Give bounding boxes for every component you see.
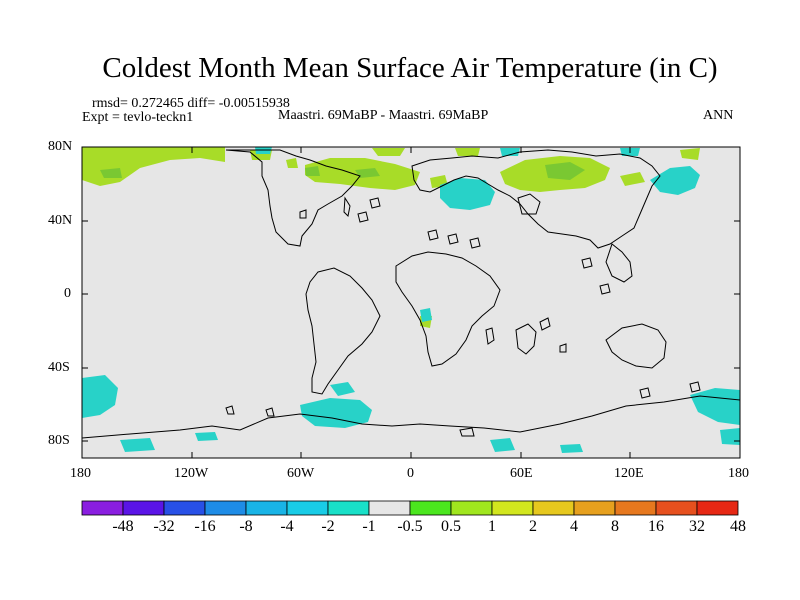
lat-tick-label: 0 <box>64 286 71 301</box>
colorbar-swatch <box>286 500 329 516</box>
colorbar-label: 48 <box>730 518 746 535</box>
cool-anomaly-regions <box>82 147 740 453</box>
colorbar-label: -0.5 <box>397 518 423 535</box>
lat-tick-label: 40N <box>48 213 73 228</box>
colorbar-swatch <box>163 500 206 516</box>
colorbar-label: -8 <box>239 518 253 535</box>
colorbar-swatch <box>655 500 698 516</box>
colorbar-label: 1 <box>488 518 496 535</box>
season-label: ANN <box>703 108 734 123</box>
colorbar-label: 4 <box>570 518 578 535</box>
colorbar-label: 0.5 <box>441 518 461 535</box>
lat-tick-label: 80S <box>48 433 70 448</box>
colorbar-swatch <box>532 500 575 516</box>
lon-tick-label: 180 <box>70 466 91 481</box>
colorbar-label: -16 <box>194 518 216 535</box>
lon-tick-label: 60W <box>287 466 315 481</box>
colorbar-label: 32 <box>689 518 705 535</box>
rmsd-diff-stats: rmsd= 0.272465 diff= -0.00515938 <box>92 96 290 111</box>
colorbar-label: -1 <box>362 518 376 535</box>
lat-tick-label: 80N <box>48 139 73 154</box>
continent-outlines <box>82 149 740 458</box>
lon-tick-label: 60E <box>510 466 533 481</box>
lon-tick-label: 120E <box>614 466 644 481</box>
island-outlines <box>225 197 701 417</box>
axis-ticks <box>82 146 740 458</box>
experiment-description: Maastri. 69MaBP - Maastri. 69MaBP <box>278 108 489 123</box>
colorbar-label: -32 <box>153 518 175 535</box>
lat-tick-label: 40S <box>48 360 70 375</box>
colorbar-label: 2 <box>529 518 537 535</box>
warm-anomaly-cores <box>100 162 585 180</box>
colorbar-swatch <box>81 500 124 516</box>
lon-tick-label: 180 <box>728 466 749 481</box>
colorbar-label: -4 <box>280 518 294 535</box>
lon-tick-label: 0 <box>407 466 414 481</box>
colorbar-swatch <box>696 500 739 516</box>
colorbar-swatch <box>327 500 370 516</box>
colorbar-swatch <box>122 500 165 516</box>
colorbar <box>81 500 739 516</box>
colorbar-label: -48 <box>112 518 134 535</box>
colorbar-swatch <box>614 500 657 516</box>
colorbar-swatch <box>409 500 452 516</box>
map-background <box>82 147 740 458</box>
map-title: Coldest Month Mean Surface Air Temperatu… <box>102 52 718 84</box>
lon-tick-label: 120W <box>174 466 209 481</box>
colorbar-swatch <box>573 500 616 516</box>
colorbar-swatch <box>491 500 534 516</box>
colorbar-label: 16 <box>648 518 664 535</box>
colorbar-label: -2 <box>321 518 335 535</box>
colorbar-swatch <box>245 500 288 516</box>
colorbar-swatch <box>368 500 411 516</box>
colorbar-swatch <box>450 500 493 516</box>
experiment-id: Expt = tevlo-teckn1 <box>82 110 194 125</box>
colorbar-swatch <box>204 500 247 516</box>
colorbar-label: 8 <box>611 518 619 535</box>
